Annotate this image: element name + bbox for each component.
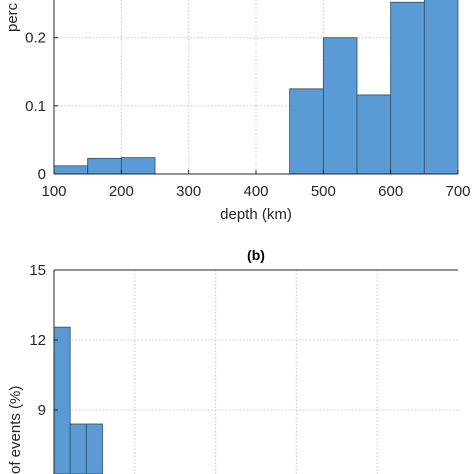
histogram-bar	[390, 1, 425, 175]
histogram-bar	[53, 326, 71, 474]
panel-title: (b)	[247, 247, 265, 263]
histogram-bar	[289, 88, 324, 175]
histogram-bar	[322, 37, 358, 175]
x-axis-label: depth (km)	[220, 206, 292, 223]
y-tick-label: 0	[38, 166, 46, 183]
histogram-bar	[356, 94, 392, 175]
y-tick-label: 9	[38, 402, 46, 419]
y-tick-label: 12	[29, 332, 46, 349]
x-tick-label: 100	[41, 183, 66, 200]
y-tick-label: 0.1	[25, 98, 46, 115]
histogram-bar	[85, 423, 103, 474]
x-tick-label: 400	[243, 183, 268, 200]
y-axis-label: of events (%)	[7, 386, 24, 474]
x-tick-label: 200	[109, 183, 134, 200]
x-tick-label: 500	[311, 183, 336, 200]
histogram-panel-b: (b) 9 12 15 of events (%)	[7, 247, 458, 474]
y-axis-label: perc	[4, 2, 21, 32]
y-tick-label: 15	[29, 262, 46, 279]
x-tick-label: 700	[445, 183, 470, 200]
histogram-bar	[87, 157, 122, 175]
histogram-bar	[69, 423, 87, 474]
x-tick-label: 600	[378, 183, 403, 200]
histogram-bar	[120, 157, 156, 175]
histogram-bar	[53, 165, 89, 175]
histogram-panel-a: 100 200 300 400 500 600 700 0 0.1 0.2 depth (km) pe…	[4, 0, 471, 223]
y-tick-label: 0.2	[25, 30, 46, 47]
histogram-bar	[423, 0, 459, 175]
x-tick-label: 300	[176, 183, 201, 200]
